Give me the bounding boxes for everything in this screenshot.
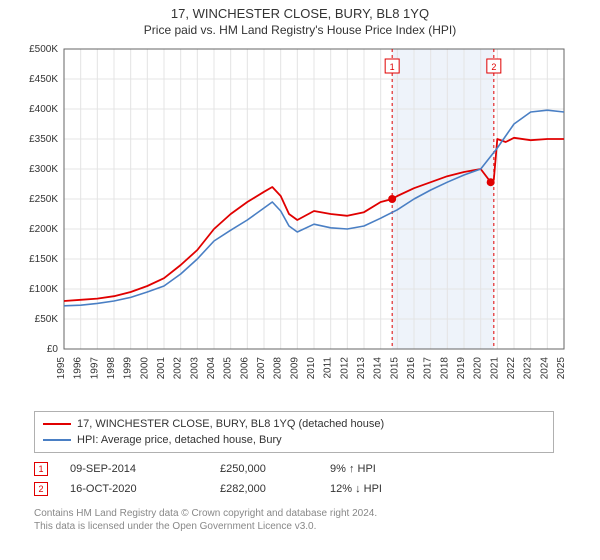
svg-text:1999: 1999 [123, 357, 134, 380]
svg-text:2012: 2012 [339, 357, 350, 380]
svg-text:2009: 2009 [289, 357, 300, 380]
sale-marker-icon: 2 [34, 482, 48, 496]
legend: 17, WINCHESTER CLOSE, BURY, BL8 1YQ (det… [34, 411, 554, 453]
svg-text:2000: 2000 [139, 357, 150, 380]
sale-price: £282,000 [220, 483, 330, 495]
sale-date: 16-OCT-2020 [70, 483, 220, 495]
sale-marker-num: 1 [38, 464, 43, 474]
svg-text:£50K: £50K [35, 314, 59, 325]
svg-text:£100K: £100K [29, 284, 58, 295]
sale-row: 2 16-OCT-2020 £282,000 12% ↓ HPI [34, 479, 554, 499]
svg-text:£300K: £300K [29, 164, 58, 175]
svg-text:1996: 1996 [73, 357, 84, 380]
sale-date: 09-SEP-2014 [70, 463, 220, 475]
svg-text:£450K: £450K [29, 74, 58, 85]
svg-text:£250K: £250K [29, 194, 58, 205]
legend-label: HPI: Average price, detached house, Bury [77, 434, 282, 446]
price-chart: £0 £50K £100K £150K £200K £250K £300K £350K £400… [10, 43, 570, 403]
svg-text:2001: 2001 [156, 357, 167, 380]
footer-line: This data is licensed under the Open Gov… [34, 520, 600, 533]
sale-marker-num: 2 [38, 484, 43, 494]
sale-marker-icon: 1 [34, 462, 48, 476]
svg-text:2021: 2021 [489, 357, 500, 380]
svg-text:1: 1 [390, 62, 395, 72]
sale-delta: 9% ↑ HPI [330, 463, 450, 475]
svg-text:2007: 2007 [256, 357, 267, 380]
svg-text:2019: 2019 [456, 357, 467, 380]
svg-text:£500K: £500K [29, 44, 58, 55]
svg-text:1995: 1995 [56, 357, 67, 380]
svg-text:2003: 2003 [189, 357, 200, 380]
legend-swatch [43, 439, 71, 441]
svg-text:2: 2 [491, 62, 496, 72]
sales-table: 1 09-SEP-2014 £250,000 9% ↑ HPI 2 16-OCT… [34, 459, 554, 499]
svg-text:1998: 1998 [106, 357, 117, 380]
legend-item: HPI: Average price, detached house, Bury [43, 432, 545, 448]
svg-text:2017: 2017 [423, 357, 434, 380]
svg-text:2005: 2005 [223, 357, 234, 380]
legend-swatch [43, 423, 71, 425]
page-subtitle: Price paid vs. HM Land Registry's House … [0, 21, 600, 43]
svg-text:2022: 2022 [506, 357, 517, 380]
svg-text:2013: 2013 [356, 357, 367, 380]
footer: Contains HM Land Registry data © Crown c… [34, 507, 600, 533]
svg-text:2014: 2014 [373, 357, 384, 380]
sale-row: 1 09-SEP-2014 £250,000 9% ↑ HPI [34, 459, 554, 479]
svg-text:2020: 2020 [473, 357, 484, 380]
svg-text:£400K: £400K [29, 104, 58, 115]
svg-text:2004: 2004 [206, 357, 217, 380]
svg-text:2018: 2018 [439, 357, 450, 380]
svg-text:2010: 2010 [306, 357, 317, 380]
legend-item: 17, WINCHESTER CLOSE, BURY, BL8 1YQ (det… [43, 416, 545, 432]
svg-text:£150K: £150K [29, 254, 58, 265]
svg-text:£200K: £200K [29, 224, 58, 235]
page-title: 17, WINCHESTER CLOSE, BURY, BL8 1YQ [0, 0, 600, 21]
svg-text:2023: 2023 [523, 357, 534, 380]
svg-text:£0: £0 [47, 344, 59, 355]
svg-text:2008: 2008 [273, 357, 284, 380]
sale-price: £250,000 [220, 463, 330, 475]
svg-text:2006: 2006 [239, 357, 250, 380]
svg-text:2015: 2015 [389, 357, 400, 380]
svg-text:2011: 2011 [323, 357, 334, 379]
legend-label: 17, WINCHESTER CLOSE, BURY, BL8 1YQ (det… [77, 418, 384, 430]
svg-text:£350K: £350K [29, 134, 58, 145]
sale-delta: 12% ↓ HPI [330, 483, 450, 495]
svg-text:2025: 2025 [556, 357, 567, 380]
svg-text:2002: 2002 [173, 357, 184, 380]
svg-text:1997: 1997 [89, 357, 100, 380]
footer-line: Contains HM Land Registry data © Crown c… [34, 507, 600, 520]
svg-text:2016: 2016 [406, 357, 417, 380]
svg-text:2024: 2024 [539, 357, 550, 380]
